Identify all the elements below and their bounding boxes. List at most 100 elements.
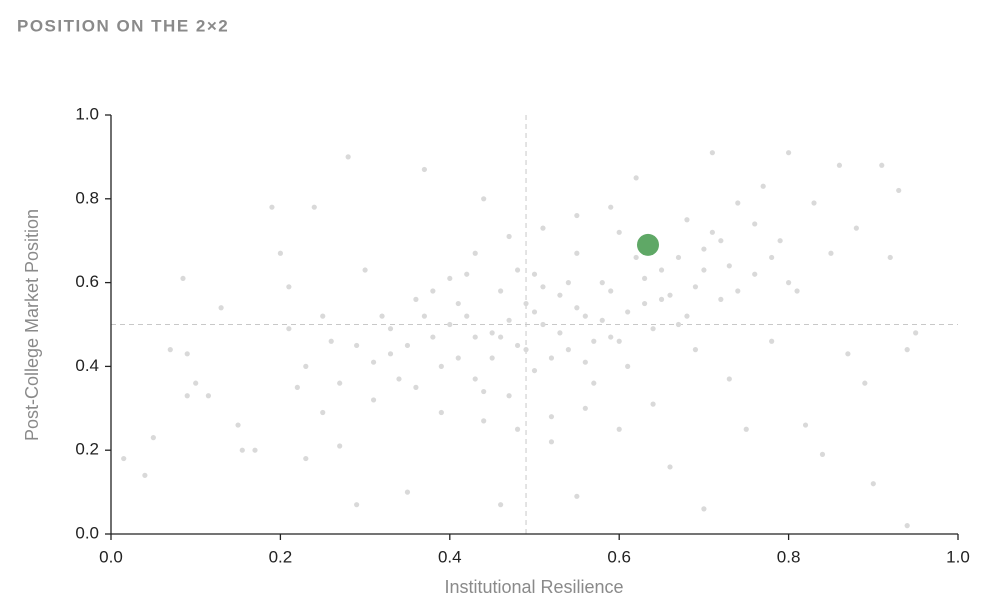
point [582,313,588,319]
point [481,388,487,395]
point [760,183,766,189]
point [337,443,343,449]
x-tick-label: 0.0 [99,547,123,566]
point [599,280,605,286]
point [447,321,453,328]
point [718,296,724,302]
point [684,217,690,223]
point [180,275,186,282]
y-tick-label: 0.4 [75,356,99,375]
point [557,330,563,336]
point [845,351,851,357]
point [726,376,732,382]
point [684,313,690,319]
point [540,284,546,290]
point [574,493,580,499]
point [421,313,427,319]
x-tick-label: 1.0 [946,547,970,566]
point [303,455,309,462]
point [184,351,190,357]
point [167,347,173,353]
point [769,254,775,261]
point [642,300,648,307]
point [531,309,538,315]
point [879,162,885,168]
highlight-point [636,233,659,256]
point [252,447,258,453]
point [472,376,478,382]
point [625,309,631,315]
point [811,200,817,206]
point [701,267,707,273]
point [498,334,504,340]
point [438,409,444,416]
y-tick-label: 0.6 [75,272,99,291]
point [205,393,212,399]
point [362,267,368,273]
point [320,313,326,319]
y-tick-label: 0.0 [75,523,99,542]
x-tick-label: 0.6 [607,547,631,566]
point [286,284,292,290]
point [464,313,470,319]
y-tick-label: 0.8 [75,188,99,207]
point [523,347,529,353]
point [608,288,614,294]
point [311,204,317,210]
point [701,246,707,252]
point [277,250,283,256]
point [870,481,876,487]
point [506,233,512,240]
point [709,150,715,156]
point [404,489,411,495]
point [819,451,826,457]
point [481,418,487,424]
point [675,321,682,328]
point [235,422,241,428]
point [370,359,377,365]
point [904,347,910,353]
point [735,200,741,206]
point [421,166,427,173]
point [582,405,588,411]
point [786,150,792,156]
point [735,288,741,294]
point [404,342,411,349]
point [913,330,919,336]
point [591,338,597,344]
point [642,275,648,282]
point [574,250,580,256]
point [455,300,461,307]
point [701,506,707,512]
point [718,238,724,244]
point [337,380,343,386]
point [121,455,127,462]
y-tick-label: 1.0 [75,104,99,123]
point [633,254,639,261]
point [777,238,783,244]
point [667,464,673,470]
point [354,502,360,508]
x-axis-title: Institutional Resilience [444,577,623,597]
chart-title: POSITION ON THE 2×2 [17,16,229,35]
point [565,347,571,353]
point [557,292,563,298]
point [142,472,148,478]
x-tick-label: 0.8 [777,547,801,566]
point [667,292,673,298]
point [472,334,478,340]
point [548,439,555,445]
point [574,212,580,219]
y-axis-title: Post-College Market Position [22,209,42,441]
point [286,326,292,332]
point [726,263,732,269]
point [523,300,529,307]
point [396,376,402,382]
point [540,225,546,231]
point [650,326,656,332]
point [692,284,699,290]
point [506,317,512,323]
point [269,204,275,210]
point [150,435,156,441]
